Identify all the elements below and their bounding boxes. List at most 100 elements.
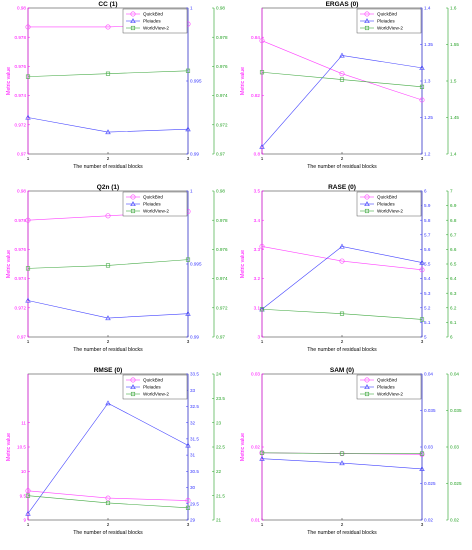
y-axis-label: Metric value — [240, 250, 246, 278]
data-point — [419, 466, 425, 471]
x-tick-label: 2 — [341, 156, 344, 161]
x-tick-label: 2 — [107, 156, 110, 161]
y-tick-label: 0.035 — [424, 408, 436, 413]
legend: QuickBird Pleiades WorldView-2 — [122, 191, 188, 217]
legend-marker — [130, 384, 136, 390]
data-point — [185, 442, 191, 448]
y-tick-label: 0.98 — [216, 189, 225, 194]
legend-marker — [364, 201, 370, 207]
data-point — [105, 495, 111, 501]
y-tick-label: 5.2 — [424, 305, 431, 310]
y-tick-label: 23.5 — [216, 396, 225, 401]
legend-marker — [130, 391, 136, 397]
legend: QuickBird Pleiades WorldView-2 — [122, 8, 188, 34]
y-tick-label: 0.04 — [424, 372, 433, 377]
x-tick-label: 1 — [27, 339, 30, 344]
y-tick-label: 0.972 — [15, 122, 27, 127]
chart-title: Q2n (1) — [97, 184, 119, 191]
y-tick-label: 0.025 — [450, 481, 462, 486]
legend-marker — [364, 377, 370, 383]
y-tick-label: 0.97 — [216, 152, 225, 157]
series-line-worldview-2 — [27, 495, 189, 509]
y-tick-label: 0.976 — [15, 64, 27, 69]
legend-label: QuickBird — [377, 378, 397, 383]
y-tick-label: 0.03 — [424, 445, 433, 450]
y-tick-label: 5.4 — [424, 276, 431, 281]
data-point — [105, 263, 111, 268]
legend-label: Pleiades — [143, 19, 161, 24]
data-point — [25, 217, 31, 223]
y-tick-label: 0.976 — [15, 247, 27, 252]
y-tick-label: 3.2 — [254, 276, 261, 281]
y-tick-label: 0.976 — [216, 247, 228, 252]
y-tick-label: 0.974 — [15, 93, 27, 98]
y-tick-label: 5.5 — [424, 262, 431, 267]
y-tick-label: 3.3 — [254, 247, 261, 252]
y-tick-label: 30.5 — [190, 469, 199, 474]
legend-label: QuickBird — [377, 195, 397, 200]
x-axis-label: The number of residual blocks — [307, 530, 377, 536]
y-tick-label: 1.55 — [450, 42, 459, 47]
x-tick-label: 1 — [261, 522, 264, 527]
y-tick-label: 1.25 — [424, 115, 433, 120]
y-tick-label: 1.6 — [450, 6, 457, 11]
y-tick-label: 0.99 — [190, 152, 199, 157]
y-tick-label: 0.97 — [17, 335, 26, 340]
y-tick-label: 3.1 — [254, 305, 261, 310]
data-point — [419, 317, 425, 322]
y-tick-label: 5.8 — [424, 218, 431, 223]
y-tick-label: 0.02 — [450, 518, 459, 523]
legend-marker — [364, 194, 370, 200]
chart-title: CC (1) — [98, 1, 117, 8]
x-tick-label: 2 — [107, 522, 110, 527]
data-point — [185, 68, 191, 73]
data-point — [105, 129, 111, 135]
legend-label: WorldView-2 — [143, 26, 169, 31]
chart-title: RASE (0) — [328, 184, 356, 191]
chart-title: SAM (0) — [330, 367, 354, 374]
data-point — [419, 267, 425, 273]
chart-title: RMSE (0) — [94, 367, 123, 374]
y-tick-label: 6.4 — [450, 276, 457, 281]
legend-label: QuickBird — [143, 195, 163, 200]
y-tick-label: 0.02 — [424, 518, 433, 523]
x-axis-label: The number of residual blocks — [307, 347, 377, 353]
legend-marker — [364, 391, 370, 397]
y-tick-label: 9.5 — [20, 493, 27, 498]
x-tick-label: 2 — [341, 339, 344, 344]
data-point — [105, 400, 111, 406]
data-point — [259, 70, 265, 75]
series-line-pleiades — [27, 117, 189, 133]
y-tick-label: 0.978 — [216, 218, 228, 223]
data-point — [105, 500, 111, 506]
data-point — [185, 257, 191, 262]
y-tick-label: 1.4 — [450, 152, 457, 157]
data-point — [419, 451, 425, 456]
y-tick-label: 5.6 — [424, 247, 431, 252]
y-tick-label: 7 — [450, 189, 453, 194]
data-point — [25, 510, 31, 516]
y-tick-label: 29 — [190, 518, 196, 523]
legend-marker — [130, 377, 136, 383]
data-point — [419, 97, 425, 103]
legend-label: Pleiades — [377, 202, 395, 207]
y-tick-label: 3.4 — [254, 218, 261, 223]
data-point — [259, 143, 265, 149]
y-tick-label: 11 — [21, 420, 26, 425]
legend-marker — [364, 11, 370, 17]
y-tick-label: 6.6 — [450, 247, 457, 252]
legend-marker — [130, 25, 136, 31]
x-tick-label: 2 — [107, 339, 110, 344]
data-point — [185, 505, 191, 510]
y-tick-label: 0.98 — [17, 189, 26, 194]
y-tick-label: 5.1 — [424, 320, 431, 325]
y-tick-label: 6 — [424, 189, 427, 194]
y-tick-label: 0.02 — [251, 445, 260, 450]
y-tick-label: 0.974 — [216, 93, 228, 98]
x-tick-label: 1 — [261, 156, 264, 161]
y-tick-label: 21.5 — [216, 493, 225, 498]
y-tick-label: 0.974 — [15, 276, 27, 281]
legend-label: QuickBird — [143, 12, 163, 17]
chart-panel-6: SAM (0) 1 2 3 The number of residual blocks 0… — [240, 367, 462, 536]
